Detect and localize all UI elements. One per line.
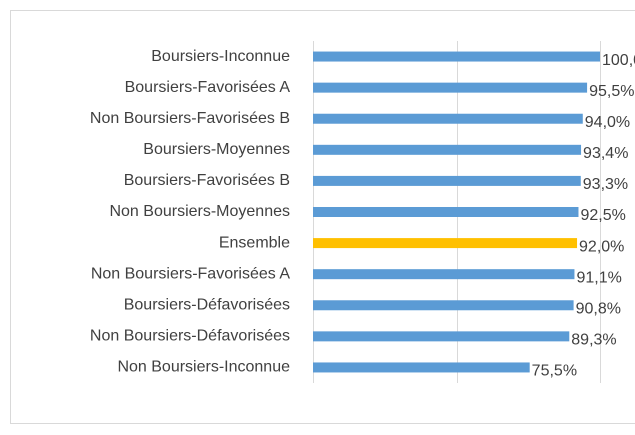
bar — [313, 82, 588, 93]
y-tick-label: Boursiers-Inconnue — [151, 48, 290, 65]
data-label: 75,5% — [532, 363, 577, 380]
bar — [313, 331, 570, 342]
bar — [313, 300, 574, 311]
y-tick-label: Boursiers-Favorisées A — [125, 79, 291, 96]
bar — [313, 238, 578, 249]
data-label: 91,1% — [576, 269, 621, 286]
y-tick-label: Non Boursiers-Favorisées B — [90, 110, 290, 127]
y-tick-label: Boursiers-Moyennes — [143, 141, 290, 158]
y-tick-label: Ensemble — [219, 234, 290, 251]
y-tick-label: Non Boursiers-Favorisées A — [91, 265, 291, 282]
data-label: 100,0% — [602, 52, 635, 69]
data-label: 89,3% — [571, 332, 616, 349]
data-label: 93,3% — [583, 176, 628, 193]
y-tick-label: Non Boursiers-Défavorisées — [90, 328, 290, 345]
bar — [313, 269, 575, 280]
bar — [313, 51, 600, 62]
y-tick-label: Boursiers-Défavorisées — [124, 296, 290, 313]
data-label: 92,0% — [579, 238, 624, 255]
bar — [313, 362, 530, 373]
data-label: 95,5% — [589, 83, 634, 100]
y-tick-label: Boursiers-Favorisées B — [124, 172, 290, 189]
bar — [313, 175, 581, 186]
data-label: 94,0% — [585, 114, 630, 131]
y-tick-label: Non Boursiers-Inconnue — [117, 359, 290, 376]
bar — [313, 144, 582, 155]
data-label: 93,4% — [583, 145, 628, 162]
bar — [313, 113, 583, 124]
y-tick-label: Non Boursiers-Moyennes — [109, 203, 290, 220]
data-label: 92,5% — [580, 207, 625, 224]
bar — [313, 207, 579, 217]
data-label: 90,8% — [576, 300, 621, 317]
